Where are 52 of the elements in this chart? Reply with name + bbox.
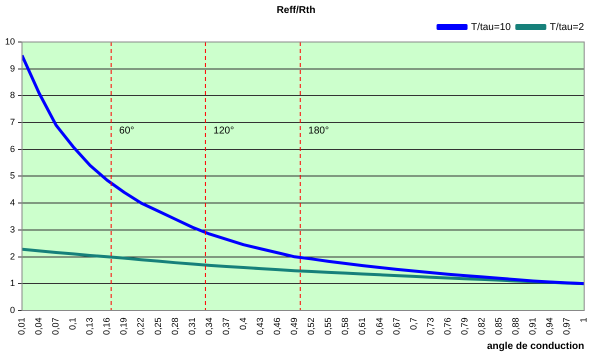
y-tick-label: 8 [10,90,16,100]
x-tick-label: 0,07 [50,317,61,336]
x-tick-label: 0,13 [84,317,95,336]
y-tick-label: 3 [10,224,16,234]
x-tick-label: 0,58 [340,317,350,336]
x-tick-label: 0,34 [204,317,214,336]
x-tick-label: 1 [578,317,589,322]
y-tick-label: 2 [10,251,16,262]
x-tick-label: 0,61 [357,317,368,336]
y-tick-label: 1 [10,278,16,288]
x-axis-title: angle de conduction [486,340,584,352]
x-tick-label: 0,16 [102,317,112,336]
annotation: 60° [119,125,134,136]
x-tick-label: 0,46 [272,317,282,336]
x-tick-label: 0,76 [442,317,452,336]
x-tick-label: 0,91 [528,317,538,336]
y-tick-label: 7 [10,117,16,128]
x-tick-label: 0,52 [306,317,316,336]
x-tick-label: 0,88 [510,317,521,336]
x-tick-label: 0,79 [459,317,470,336]
x-tick-label: 0,64 [374,317,384,336]
x-tick-label: 0,55 [323,317,334,336]
x-tick-label: 0,85 [494,317,504,336]
y-tick-label: 5 [10,170,16,181]
x-tick-label: 0,49 [289,317,300,336]
y-tick-label: 9 [10,63,16,74]
y-tick-label: 0 [10,304,16,315]
x-tick-label: 0,82 [476,317,486,336]
chart-title: Reff/Rth [276,4,316,16]
y-tick-label: 6 [10,144,16,154]
x-tick-label: 0,28 [170,317,180,336]
x-tick-label: 0,04 [34,317,44,336]
annotation: 180° [308,125,329,136]
x-tick-label: 0,43 [255,317,265,336]
x-tick-label: 0,7 [408,317,418,330]
x-tick-label: 0,31 [186,317,197,336]
y-tick-label: 4 [10,198,16,208]
x-tick-label: 0,22 [136,317,146,336]
annotation: 120° [213,125,234,136]
x-tick-label: 0,4 [238,317,248,330]
x-tick-label: 0,01 [16,317,26,336]
legend-label: T/tau=2 [550,22,584,33]
x-tick-label: 0,97 [562,317,572,336]
y-tick-label: 10 [4,36,16,46]
x-tick-label: 0,73 [425,317,436,336]
x-tick-label: 0,67 [391,317,402,336]
x-tick-label: 0,25 [152,317,163,336]
legend-label: T/tau=10 [471,22,512,33]
x-tick-label: 0,19 [118,317,129,336]
x-tick-label: 0,1 [68,317,78,330]
x-tick-label: 0,94 [544,317,555,336]
x-tick-label: 0,37 [220,317,231,336]
